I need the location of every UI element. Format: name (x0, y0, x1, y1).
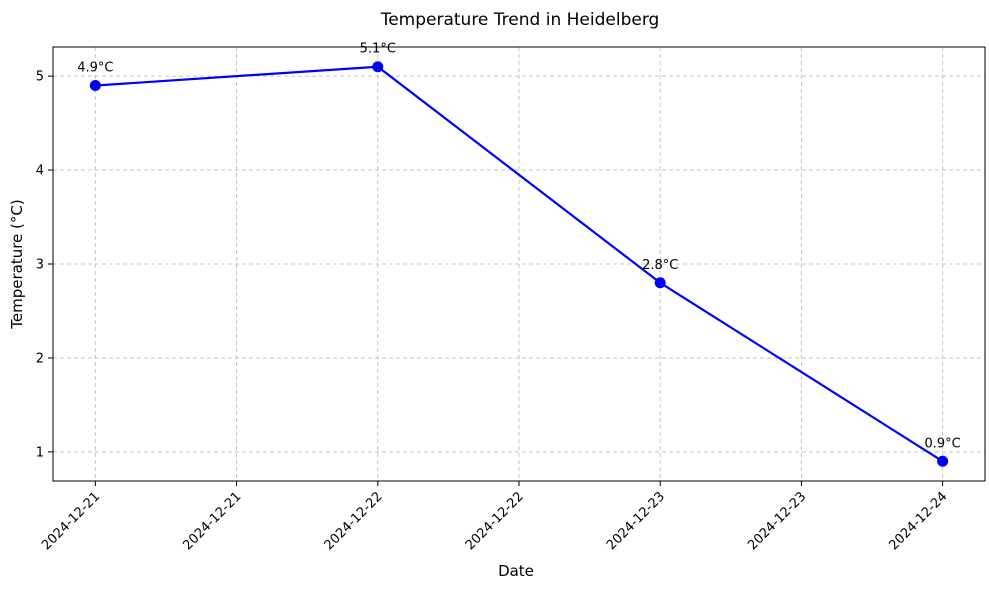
x-axis: 2024-12-21 2024-12-21 2024-12-22 2024-12-22… (39, 481, 950, 553)
data-point (89, 80, 101, 92)
data-point (372, 61, 384, 73)
x-tick-label: 2024-12-22 (322, 489, 386, 553)
grid-lines (53, 47, 985, 481)
x-tick-label: 2024-12-21 (39, 489, 103, 553)
y-tick-label: 5 (36, 70, 44, 85)
y-axis: 1 2 3 4 5 (36, 70, 53, 460)
y-tick-label: 2 (36, 351, 44, 366)
temperature-series-line (95, 65, 944, 463)
y-tick-label: 3 (36, 258, 44, 273)
chart-title: Temperature Trend in Heidelberg (380, 10, 660, 30)
x-tick-label: 2024-12-23 (745, 489, 809, 553)
x-tick-label: 2024-12-23 (604, 489, 668, 553)
y-tick-label: 1 (36, 445, 44, 460)
data-label: 0.9°C (925, 436, 961, 451)
data-label: 4.9°C (77, 61, 113, 76)
data-points (89, 61, 949, 467)
data-label: 5.1°C (360, 42, 396, 57)
y-axis-title: Temperature (°C) (8, 199, 26, 329)
x-axis-title: Date (498, 562, 534, 580)
x-tick-label: 2024-12-22 (463, 489, 527, 553)
x-tick-label: 2024-12-21 (180, 489, 244, 553)
x-tick-label: 2024-12-24 (886, 489, 950, 553)
data-point (654, 277, 666, 289)
y-tick-label: 4 (36, 164, 44, 179)
data-point (937, 455, 949, 467)
data-label: 2.8°C (642, 258, 678, 273)
data-labels: 4.9°C 5.1°C 2.8°C 0.9°C (77, 42, 961, 452)
